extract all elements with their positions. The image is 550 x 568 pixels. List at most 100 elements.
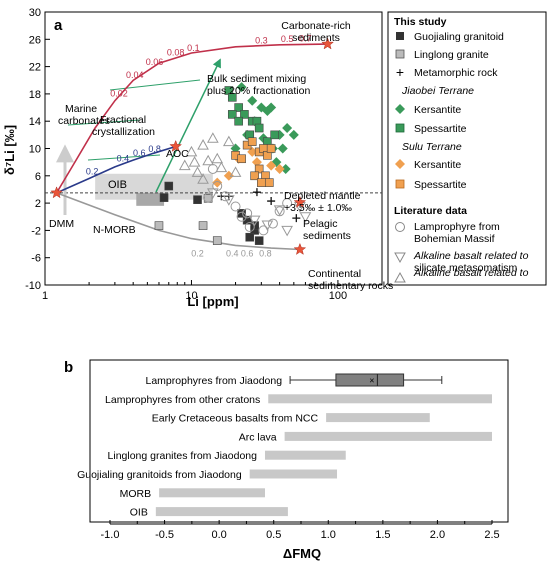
category-label: Lamprophyres from Jiaodong bbox=[146, 375, 283, 387]
x-tick-label: -0.5 bbox=[155, 529, 174, 541]
category-label: Arc lava bbox=[239, 431, 277, 443]
data-point bbox=[257, 178, 266, 187]
data-point bbox=[178, 159, 191, 171]
bulk-mixing-arrow bbox=[155, 58, 221, 193]
legend-this-study: This study bbox=[394, 16, 447, 28]
data-point bbox=[254, 123, 264, 133]
data-point bbox=[267, 218, 278, 229]
y-axis-label: δ⁷Li [‰] bbox=[2, 125, 17, 175]
data-point bbox=[254, 164, 264, 174]
data-point bbox=[281, 225, 293, 237]
x-tick-label: -1.0 bbox=[101, 529, 120, 541]
field-regions bbox=[45, 173, 382, 206]
data-point bbox=[236, 82, 247, 93]
curve-fraction-label: 0.8 bbox=[148, 144, 161, 154]
curve-fraction-label: 0.06 bbox=[146, 57, 164, 67]
annotation-fractional-2: crystallization bbox=[92, 126, 155, 138]
y-tick-label: -10 bbox=[25, 280, 41, 292]
annotation-oib: OIB bbox=[108, 179, 127, 191]
y-tick-label: 18 bbox=[29, 89, 41, 101]
data-point bbox=[202, 154, 214, 166]
annotation-dmm: DMM bbox=[49, 218, 74, 230]
data-point bbox=[159, 193, 169, 202]
range-bar bbox=[159, 488, 265, 498]
data-point bbox=[197, 139, 209, 150]
data-point bbox=[264, 178, 274, 187]
data-point bbox=[222, 195, 235, 206]
range-bar bbox=[155, 507, 288, 517]
range-bar bbox=[264, 450, 346, 460]
data-point bbox=[250, 171, 259, 181]
fractional-crystallization-tick-line bbox=[67, 119, 141, 126]
data-point bbox=[247, 146, 258, 157]
data-point bbox=[164, 181, 174, 191]
legend-box bbox=[387, 11, 547, 286]
data-point bbox=[154, 221, 164, 230]
curve-fraction-label: 0.1 bbox=[187, 43, 200, 53]
legend-literature: Literature data bbox=[394, 205, 467, 217]
mean-marker: × bbox=[369, 376, 374, 386]
range-bar bbox=[326, 413, 430, 423]
x-tick-label: 1.0 bbox=[321, 529, 336, 541]
data-point bbox=[240, 110, 249, 119]
legend-sulu-spes-marker bbox=[395, 179, 405, 189]
legend-sulu-spes: Spessartite bbox=[414, 179, 467, 191]
end-members bbox=[50, 37, 334, 255]
y-tick-label: 26 bbox=[29, 34, 41, 46]
end-member-star bbox=[50, 186, 63, 199]
x-tick-label: 10 bbox=[185, 290, 197, 302]
x-axis-ticks: 1 10 100 bbox=[42, 280, 383, 302]
curve-fraction-label: 0.8 bbox=[259, 248, 272, 258]
data-point bbox=[234, 116, 243, 126]
x-tick-label: 1 bbox=[42, 290, 48, 302]
curve-fraction-label: 0.3 bbox=[255, 35, 268, 45]
annotation-bulk-2: plus 20% fractionation bbox=[207, 85, 310, 97]
legend-alk-sil: Alkaline basalt related to bbox=[413, 250, 529, 262]
data-point bbox=[280, 163, 291, 174]
data-point bbox=[207, 163, 218, 174]
data-point bbox=[222, 135, 235, 147]
data-point bbox=[261, 220, 274, 231]
data-point bbox=[193, 195, 202, 204]
category-label: Lamprophyres from other cratons bbox=[105, 394, 260, 406]
data-point bbox=[245, 232, 255, 242]
data-point bbox=[185, 145, 198, 157]
y-tick-label: 2 bbox=[35, 198, 41, 210]
curve-fraction-label: 0.2 bbox=[191, 248, 204, 258]
data-point bbox=[277, 143, 288, 154]
legend-linglong-marker bbox=[395, 49, 405, 59]
data-point bbox=[254, 236, 264, 245]
data-point bbox=[252, 188, 261, 197]
x-tick-label: 1.5 bbox=[375, 529, 390, 541]
legend-guojialing: Guojialing granitoid bbox=[414, 31, 504, 43]
y-tick-label: -6 bbox=[31, 253, 41, 265]
data-point bbox=[237, 154, 246, 164]
data-point bbox=[234, 103, 243, 112]
curve-fraction-label: 0.04 bbox=[126, 70, 144, 80]
panel-b-content: Lamprophyres from Jiaodong × Lamprophyres … bbox=[77, 373, 500, 541]
data-point bbox=[282, 123, 293, 134]
panel-b-x-axis-label: ΔFMQ bbox=[283, 546, 321, 561]
data-point bbox=[223, 170, 234, 181]
legend-jiaobei: Jiaobei Terrane bbox=[401, 85, 474, 97]
range-bar bbox=[268, 394, 492, 404]
legend-jiaobei-spes-marker bbox=[395, 123, 405, 133]
data-point bbox=[244, 221, 255, 232]
y-tick-label: 30 bbox=[29, 7, 41, 19]
category-label: Linglong granites from Jiaodong bbox=[108, 450, 258, 462]
annotation-carbonate-rich: Carbonate-rich bbox=[281, 20, 351, 32]
legend-metamorphic-marker: + bbox=[396, 64, 404, 80]
category-label: MORB bbox=[120, 488, 152, 500]
data-point bbox=[274, 163, 285, 174]
annotation-marine: Marine bbox=[65, 103, 97, 115]
box bbox=[335, 373, 405, 387]
data-point bbox=[207, 188, 219, 199]
panel-a-label: a bbox=[54, 17, 63, 34]
data-point bbox=[198, 221, 208, 230]
data-point bbox=[299, 212, 312, 223]
legend-metamorphic: Metamorphic rock bbox=[414, 67, 498, 79]
x-tick-label: 100 bbox=[329, 290, 347, 302]
end-member-star bbox=[321, 37, 334, 50]
y-tick-label: 6 bbox=[35, 171, 41, 183]
data-point bbox=[236, 211, 247, 222]
